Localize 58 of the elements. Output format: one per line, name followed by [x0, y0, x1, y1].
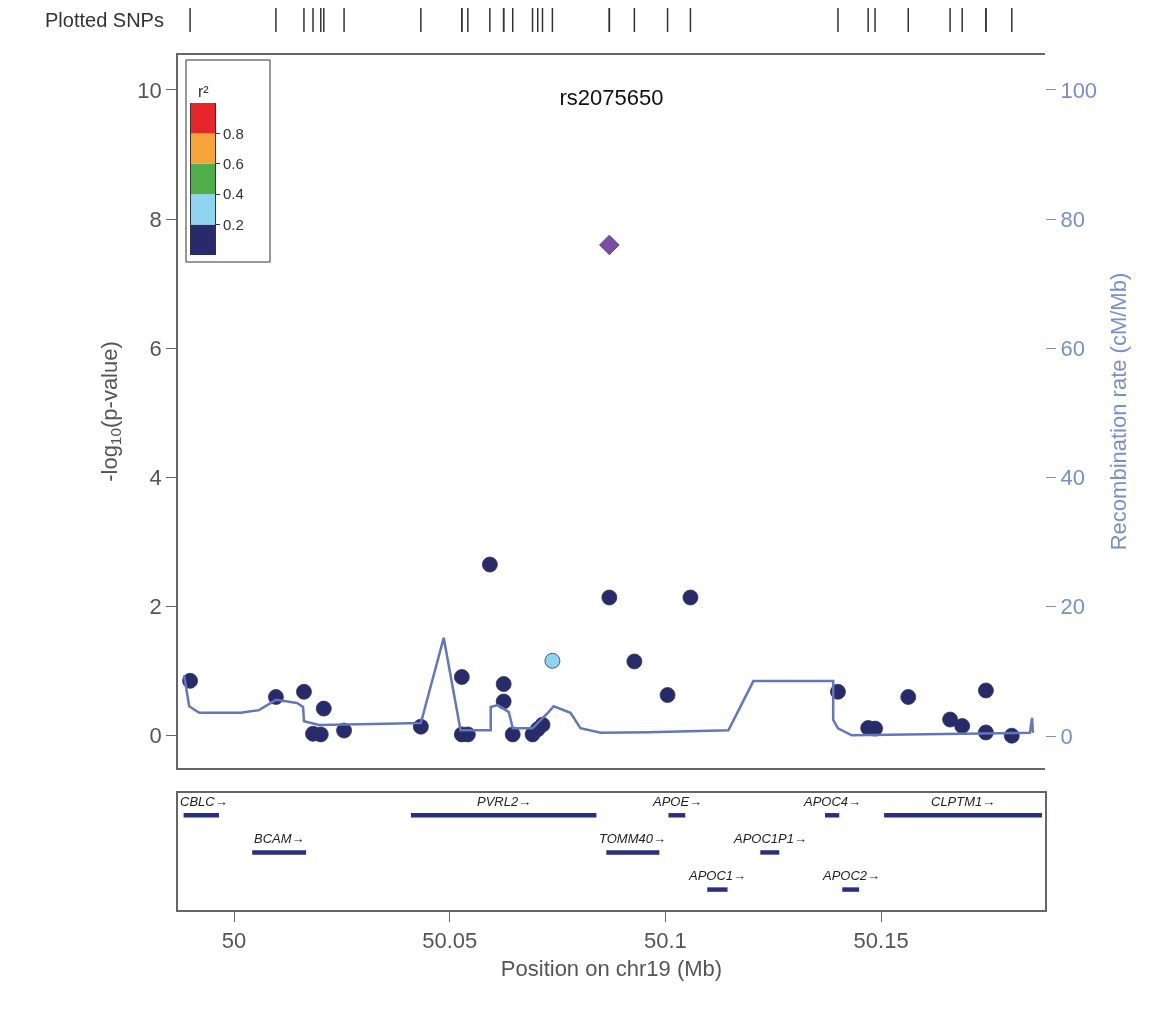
point — [312, 726, 329, 743]
series-label: APOC2→ — [822, 868, 881, 883]
x-tick-label: 50 — [221, 928, 247, 954]
y2-tick-label: 20 — [1060, 594, 1085, 620]
x-axis-title: Position on chr19 (Mb) — [500, 955, 723, 981]
text: Plotted SNPs — [45, 9, 164, 31]
point — [296, 683, 312, 700]
point — [601, 589, 618, 606]
bar — [191, 194, 215, 225]
bar — [191, 133, 215, 164]
y-tick-label: 0 — [149, 723, 162, 749]
point — [453, 669, 470, 685]
point — [495, 676, 512, 692]
series-label: BCAM→ — [254, 831, 305, 846]
point — [954, 718, 971, 734]
point — [942, 711, 958, 728]
point — [315, 700, 332, 717]
point — [626, 653, 643, 670]
point — [978, 682, 994, 699]
y2-axis-title: Recombination rate (cM/Mb) — [1106, 272, 1132, 551]
point — [544, 652, 561, 669]
x-tick-label: 50.1 — [644, 928, 687, 954]
series-label: APOC1P1→ — [733, 831, 807, 846]
series-label: TOMM40→ — [599, 831, 666, 846]
y2-tick-label: 40 — [1060, 465, 1085, 491]
series-label: CLPTM1→ — [931, 794, 996, 809]
series-label: PVRL2→ — [477, 794, 532, 809]
series-label: APOC4→ — [803, 794, 862, 809]
y-tick-label: 10 — [137, 77, 162, 103]
bar — [191, 224, 215, 255]
x-tick-label: 50.15 — [853, 928, 909, 954]
x-tick-label: 50.05 — [422, 928, 478, 954]
y2-tick-label: 80 — [1060, 206, 1085, 232]
point — [504, 726, 521, 743]
series-label: APOE→ — [652, 794, 703, 809]
point — [659, 687, 676, 703]
y-tick-label: 0.8 — [223, 124, 244, 142]
series-label: CBLC→ — [180, 794, 228, 809]
chart-title: r² — [198, 83, 210, 100]
y-tick-label: 4 — [149, 465, 162, 491]
bar — [191, 163, 215, 195]
point — [599, 234, 620, 256]
point — [900, 689, 917, 705]
y-tick-label: 0.2 — [223, 215, 244, 233]
y-tick-label: 0.6 — [223, 155, 244, 173]
point — [682, 589, 699, 606]
y2-tick-label: 100 — [1060, 77, 1098, 103]
y-tick-label: 8 — [149, 206, 162, 232]
y-tick-label: 0.4 — [223, 185, 244, 203]
y-tick-label: 6 — [149, 335, 162, 361]
point — [867, 720, 883, 737]
bar — [191, 103, 215, 134]
series-label: APOC1→ — [688, 868, 747, 883]
y2-tick-label: 60 — [1060, 336, 1085, 362]
point — [481, 556, 498, 573]
text: rs2075650 — [559, 85, 664, 111]
y-tick-label: 2 — [149, 594, 162, 620]
y2-tick-label: 0 — [1060, 723, 1073, 749]
